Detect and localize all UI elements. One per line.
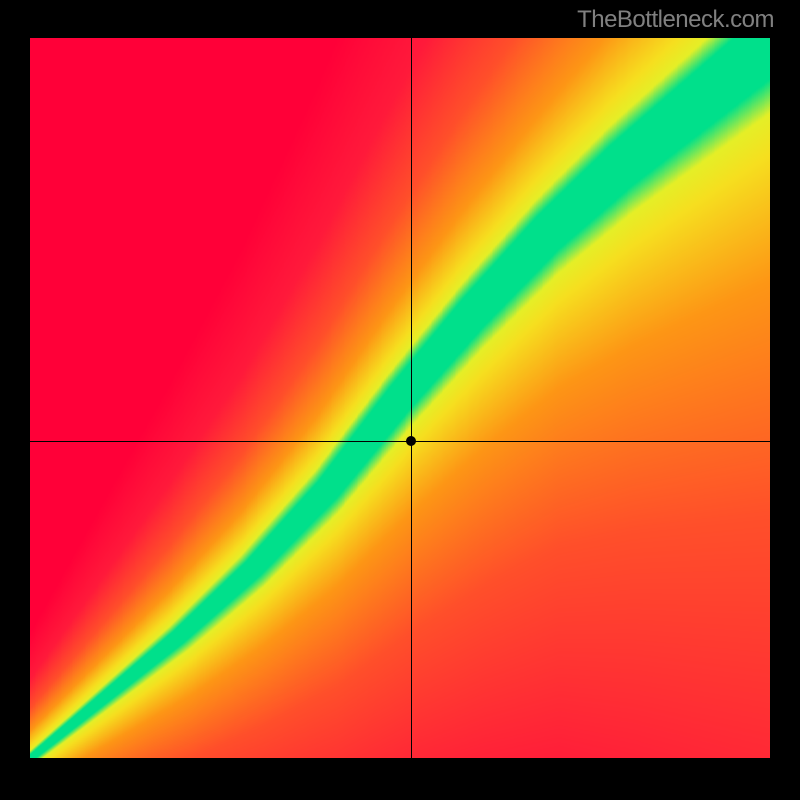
crosshair-vertical xyxy=(411,38,412,758)
crosshair-horizontal xyxy=(30,441,770,442)
marker-dot xyxy=(406,436,416,446)
watermark-text: TheBottleneck.com xyxy=(577,6,774,34)
plot-area xyxy=(30,38,770,758)
chart-frame: TheBottleneck.com xyxy=(0,0,800,800)
heatmap-canvas xyxy=(30,38,770,758)
